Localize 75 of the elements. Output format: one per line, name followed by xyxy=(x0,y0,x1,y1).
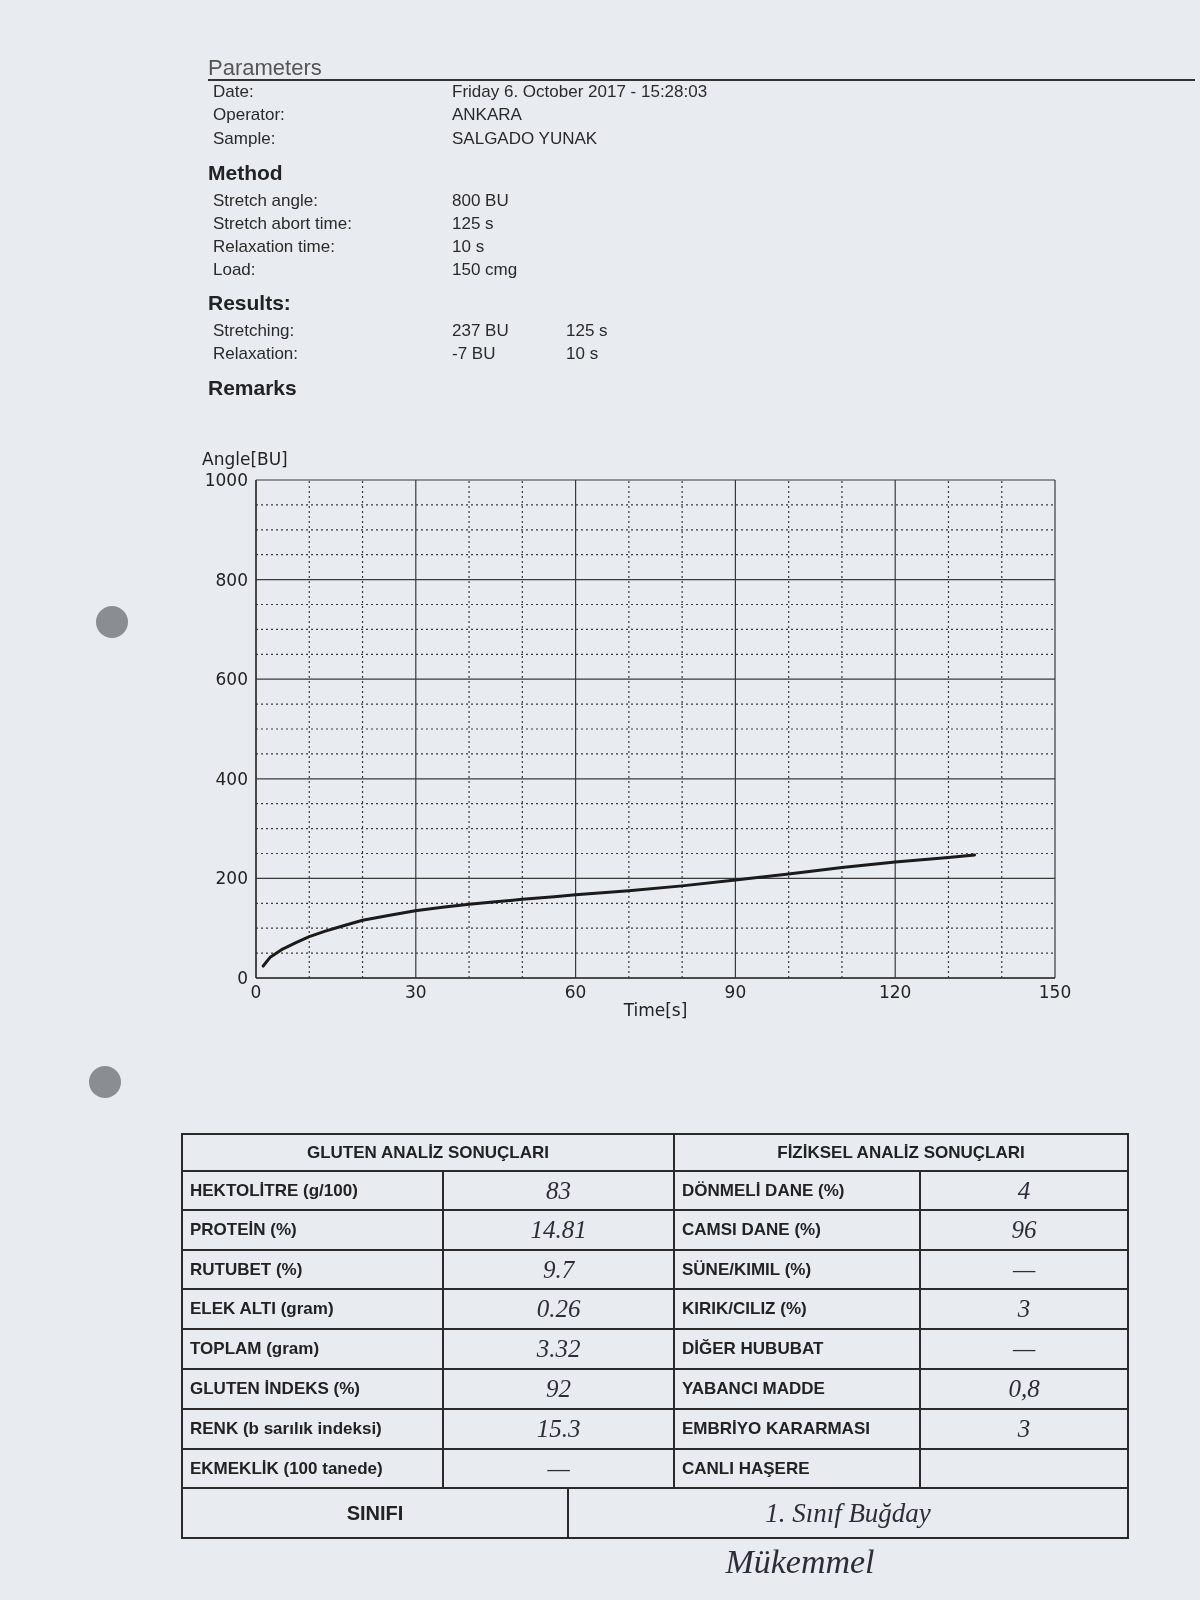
text: Results: xyxy=(208,291,291,315)
text: KIRIK/CILIZ (%) xyxy=(682,1299,807,1319)
text: 9.7 xyxy=(542,1255,575,1284)
text: 0.26 xyxy=(536,1295,581,1323)
text: EMBRİYO KARARMASI xyxy=(682,1419,870,1439)
text: GLUTEN İNDEKS (%) xyxy=(190,1379,360,1399)
text: DÖNMELİ DANE (%) xyxy=(682,1180,845,1201)
line-series xyxy=(261,853,977,968)
text: 1. Sınıf Buğday xyxy=(765,1497,931,1529)
text: Sample: xyxy=(213,129,276,149)
text: Date: xyxy=(213,82,254,102)
text: PROTEİN (%) xyxy=(190,1220,297,1240)
text: GLUTEN ANALİZ SONUÇLARI xyxy=(306,1142,550,1163)
y-tick-label: 200 xyxy=(215,868,248,889)
text: -7 BU xyxy=(452,344,496,364)
text: 14.81 xyxy=(530,1216,587,1244)
text: RUTUBET (%) xyxy=(190,1259,303,1280)
text: Operator: xyxy=(213,105,285,125)
text: CAMSI DANE (%) xyxy=(682,1220,821,1240)
text: 96 xyxy=(1011,1216,1037,1244)
y-tick-label: 400 xyxy=(215,768,248,789)
text: Relaxation time: xyxy=(213,237,335,257)
text: — xyxy=(1012,1335,1036,1363)
x-tick-label: 150 xyxy=(1038,982,1072,1003)
text: SALGADO YUNAK xyxy=(452,129,598,149)
text: EKMEKLİK (100 tanede) xyxy=(190,1458,383,1479)
text: Friday 6. October 2017 - 15:28:03 xyxy=(452,82,708,102)
text: 125 s xyxy=(452,214,494,234)
text: FİZİKSEL ANALİZ SONUÇLARI xyxy=(777,1142,1025,1163)
text: Stretch angle: xyxy=(213,191,318,211)
x-tick-label: 0 xyxy=(250,982,262,1003)
text: Stretching: xyxy=(213,321,295,341)
text: 125 s xyxy=(566,321,608,341)
text: 3.32 xyxy=(536,1335,581,1363)
text: RENK (b sarılık indeksi) xyxy=(190,1419,382,1439)
text: Relaxation: xyxy=(213,344,299,364)
y-tick-label: 600 xyxy=(215,669,248,690)
text: — xyxy=(1012,1255,1036,1284)
text: Mükemmel xyxy=(725,1543,875,1581)
text: SINIFI xyxy=(346,1501,404,1525)
text: Stretch abort time: xyxy=(213,214,352,234)
text: 10 s xyxy=(452,237,485,257)
text: 4 xyxy=(1017,1176,1031,1205)
text: 3 xyxy=(1017,1415,1031,1443)
text: HEKTOLİTRE (g/100) xyxy=(190,1180,358,1201)
x-tick-label: 120 xyxy=(878,982,912,1003)
y-tick-label: 1000 xyxy=(204,470,248,491)
y-tick-label: 0 xyxy=(237,968,248,989)
text: 3 xyxy=(1017,1295,1031,1323)
text: 150 cmg xyxy=(452,260,518,280)
x-tick-label: 30 xyxy=(404,982,427,1003)
text: Remarks xyxy=(208,376,297,400)
text: — xyxy=(547,1454,570,1483)
text: 237 BU xyxy=(452,321,509,341)
text: Parameters xyxy=(208,55,322,81)
text: ELEK ALTI (gram) xyxy=(190,1299,334,1319)
text: 10 s xyxy=(566,344,599,364)
x-axis-title: Time[s] xyxy=(622,1000,688,1020)
text: DİĞER HUBUBAT xyxy=(682,1339,824,1359)
text: 0,8 xyxy=(1008,1375,1040,1403)
text: 15.3 xyxy=(536,1415,581,1443)
text: Load: xyxy=(213,260,256,280)
text: SÜNE/KIMIL (%) xyxy=(682,1259,812,1280)
text: CANLI HAŞERE xyxy=(682,1458,810,1479)
text: Method xyxy=(208,161,283,185)
x-tick-label: 60 xyxy=(564,982,587,1003)
text: 800 BU xyxy=(452,191,509,211)
y-axis-title: Angle[BU] xyxy=(202,449,288,469)
text: TOPLAM (gram) xyxy=(190,1339,320,1359)
text: 83 xyxy=(546,1176,571,1205)
x-tick-label: 90 xyxy=(724,982,747,1003)
text: 92 xyxy=(546,1375,571,1403)
text: ANKARA xyxy=(452,105,522,125)
text: YABANCI MADDE xyxy=(682,1379,825,1399)
y-tick-label: 800 xyxy=(215,569,248,590)
